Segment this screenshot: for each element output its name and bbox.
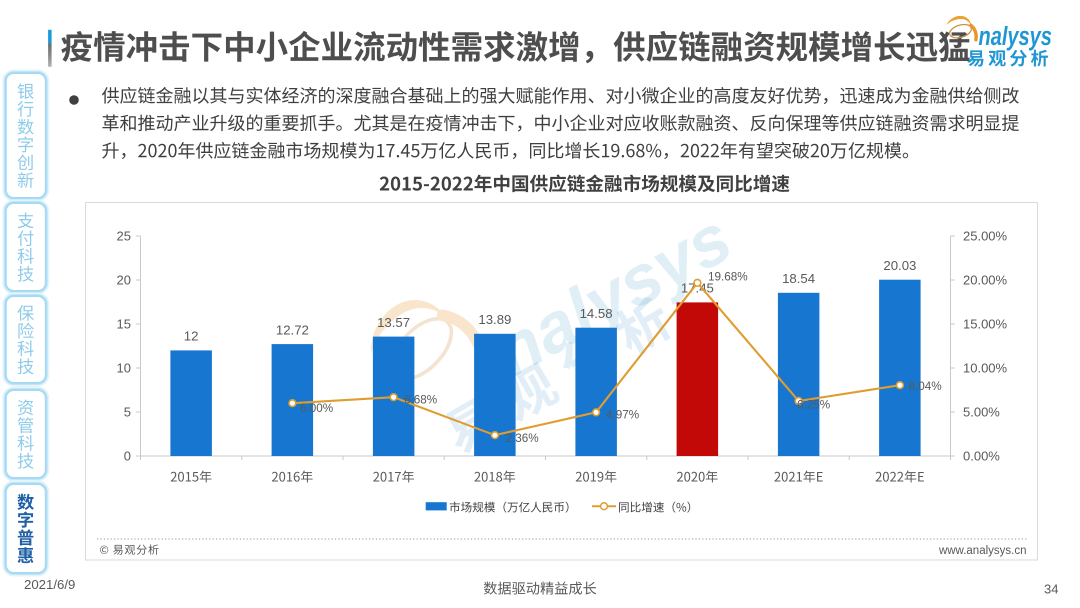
svg-text:0.00%: 0.00% <box>963 448 1000 463</box>
svg-text:13.57: 13.57 <box>377 315 410 330</box>
svg-text:2.36%: 2.36% <box>506 432 539 445</box>
svg-text:25: 25 <box>117 228 131 243</box>
svg-text:12: 12 <box>184 329 199 344</box>
svg-text:13.89: 13.89 <box>478 312 511 327</box>
svg-text:6.68%: 6.68% <box>404 394 437 407</box>
svg-text:0: 0 <box>124 448 131 463</box>
svg-text:20: 20 <box>117 272 131 287</box>
svg-text:www.analysys.cn: www.analysys.cn <box>938 545 1027 557</box>
svg-text:nalysys: nalysys <box>979 21 1053 50</box>
svg-text:6.25%: 6.25% <box>797 399 830 412</box>
svg-text:8.04%: 8.04% <box>909 380 942 393</box>
svg-text:20.03: 20.03 <box>883 258 916 273</box>
svg-text:10.00%: 10.00% <box>963 360 1008 375</box>
svg-text:5: 5 <box>124 404 131 419</box>
svg-text:15: 15 <box>117 316 131 331</box>
svg-text:18.54: 18.54 <box>782 271 815 286</box>
svg-text:6.00%: 6.00% <box>300 402 333 415</box>
svg-text:4.97%: 4.97% <box>606 409 639 422</box>
svg-text:34: 34 <box>1044 582 1058 597</box>
svg-text:15.00%: 15.00% <box>963 316 1008 331</box>
svg-text:19.68%: 19.68% <box>708 271 748 284</box>
svg-text:2021/6/9: 2021/6/9 <box>24 577 75 592</box>
svg-text:12.72: 12.72 <box>276 322 309 337</box>
svg-text:20.00%: 20.00% <box>963 272 1008 287</box>
svg-text:5.00%: 5.00% <box>963 404 1000 419</box>
svg-text:25.00%: 25.00% <box>963 228 1008 243</box>
svg-text:14.58: 14.58 <box>580 306 613 321</box>
svg-text:10: 10 <box>117 360 131 375</box>
